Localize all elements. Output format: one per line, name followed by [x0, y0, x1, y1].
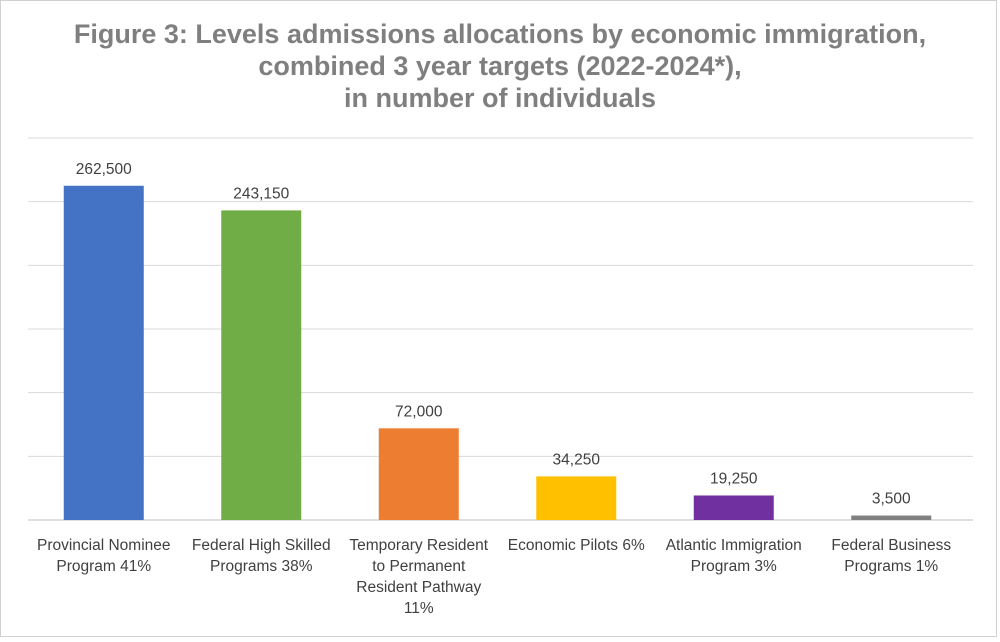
data-label: 34,250 — [553, 451, 601, 468]
category-label-line: 11% — [403, 600, 434, 617]
chart-title-line-2: combined 3 year targets (2022-2024*), — [258, 51, 742, 81]
chart-title-line-1: Figure 3: Levels admissions allocations … — [73, 19, 927, 49]
category-label-line: Federal High Skilled — [191, 537, 331, 554]
category-label: Atlantic Immigration Program 3% — [654, 535, 814, 577]
category-label-line: Economic Pilots 6% — [507, 537, 645, 554]
category-label-line: Temporary Resident — [349, 537, 489, 554]
category-label-line: Provincial Nominee — [36, 537, 171, 554]
bar — [63, 185, 144, 520]
category-label-line: Atlantic Immigration — [665, 537, 802, 554]
category-label-line: Federal Business — [831, 537, 952, 554]
data-label: 19,250 — [710, 470, 758, 487]
bar — [851, 515, 932, 520]
category-label-line: Program 41% — [56, 558, 152, 575]
category-label-line: Program 3% — [690, 558, 777, 575]
bar — [693, 495, 774, 520]
category-label-line: Resident Pathway — [356, 579, 482, 596]
data-label: 3,500 — [872, 491, 911, 508]
category-label: Economic Pilots 6% — [496, 535, 656, 556]
bar — [378, 428, 459, 520]
data-label: 72,000 — [395, 403, 443, 420]
category-label-line: Programs 38% — [209, 558, 313, 575]
category-label-line: to Permanent — [372, 558, 466, 575]
data-label: 243,150 — [233, 185, 289, 202]
data-label: 262,500 — [76, 161, 132, 178]
bar — [536, 476, 617, 520]
chart-title: Figure 3: Levels admissions allocations … — [0, 18, 1000, 114]
bar — [221, 210, 302, 520]
category-label: Federal Business Programs 1% — [811, 535, 971, 577]
category-label: Temporary Resident to Permanent Resident P… — [339, 535, 499, 619]
category-label: Provincial Nominee Program 41% — [24, 535, 184, 577]
category-label-line: Programs 1% — [844, 558, 939, 575]
category-label: Federal High Skilled Programs 38% — [181, 535, 341, 577]
chart-title-line-3: in number of individuals — [343, 83, 657, 113]
